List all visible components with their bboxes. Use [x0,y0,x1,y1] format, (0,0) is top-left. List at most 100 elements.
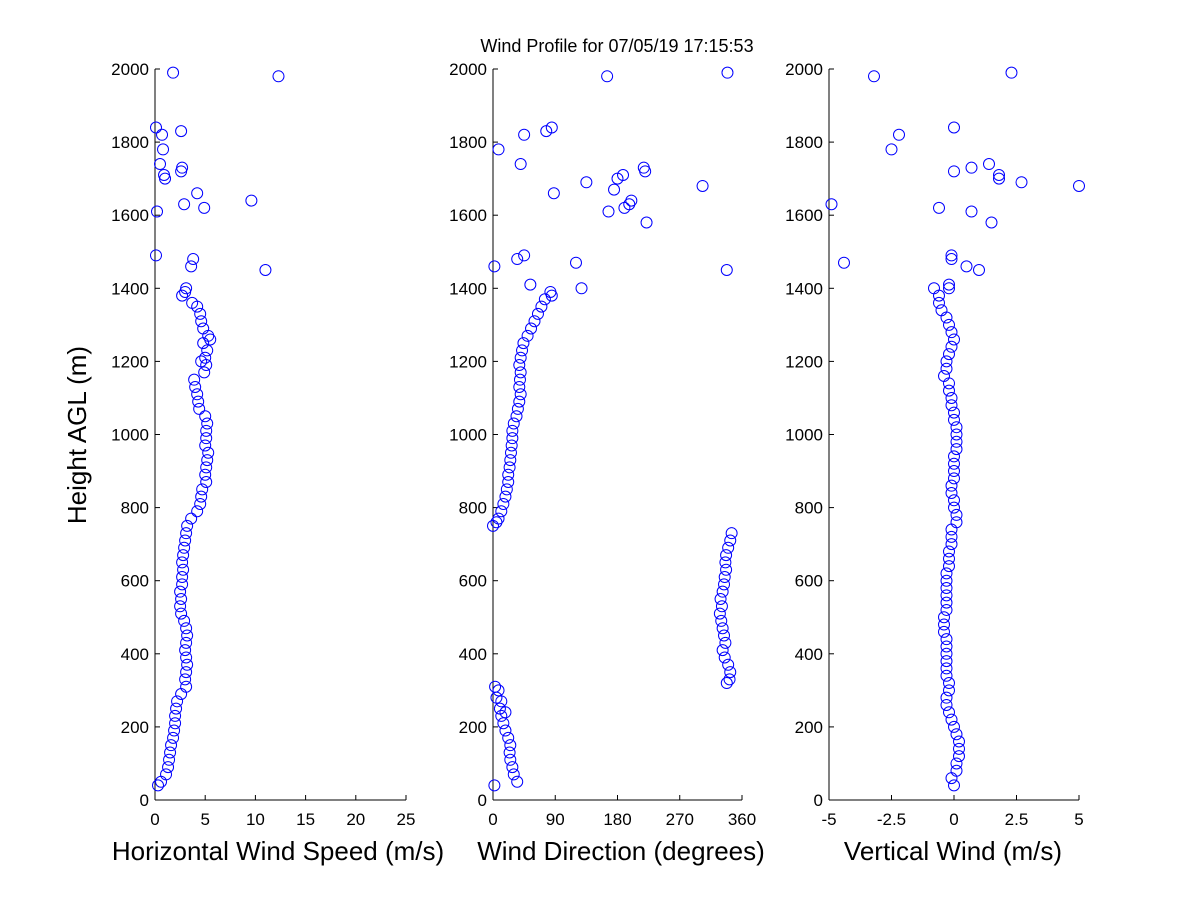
direction-data-point [575,282,588,295]
vertical-data-point [940,698,953,711]
speed-data-point [180,527,193,540]
vertical-data-point [938,611,950,624]
vertical-wind-panel: Vertical Wind (m/s) 0 200 400 600 800 1000 120… [785,60,1085,866]
vertical-data-point [838,256,850,269]
vertical-ytick-label: 1600 [785,206,823,225]
height-agl-ylabel: Height AGL (m) [62,346,92,524]
speed-ytick-label: 1800 [111,133,149,152]
speed-data-point [151,205,164,218]
speed-data-point [189,380,202,393]
speed-data-point [176,161,189,174]
speed-data-point [180,680,193,693]
direction-data-point [514,388,527,401]
direction-data-point [625,194,638,207]
speed-data-point [176,571,189,584]
speed-data-point [174,600,187,613]
speed-xtick-label: 25 [397,810,416,829]
vertical-data-point [943,677,955,690]
direction-data-point [518,249,531,262]
speed-data-point [181,629,194,642]
speed-data-point [181,519,194,532]
speed-data-point [200,432,213,445]
direction-data-point [722,658,735,671]
vertical-ytick-label: 1200 [785,352,823,371]
direction-data-point [716,622,729,635]
vertical-data-point [948,494,960,507]
speed-ytick-label: 400 [121,645,149,664]
direction-data-point [514,158,527,171]
vertical-wind-xlabel: Vertical Wind (m/s) [844,836,1062,866]
direction-data-point [497,497,510,510]
speed-data-point [178,541,191,554]
vertical-data-point [943,318,955,331]
horizontal-wind-speed-xlabel: Horizontal Wind Speed (m/s) [112,836,444,866]
direction-data-point [521,329,534,342]
speed-data-point [193,402,206,415]
vertical-data-point [953,735,965,748]
speed-data-point [195,355,208,368]
direction-data-point [502,476,515,489]
speed-data-point [180,636,193,649]
direction-data-point [724,666,737,679]
direction-data-point [696,179,709,192]
vertical-ytick-label: 600 [795,572,823,591]
vertical-data-point [945,713,958,726]
direction-ytick-label: 600 [459,572,487,591]
direction-data-point [718,578,731,591]
vertical-data-point [868,70,880,83]
direction-data-point [506,432,519,445]
speed-data-point [154,158,167,171]
direction-data-point [504,739,517,752]
direction-xtick-label: 270 [666,810,694,829]
direction-data-point [513,395,526,408]
vertical-data-point [933,201,945,214]
direction-data-point [525,322,538,335]
speed-data-point [167,66,180,79]
direction-ytick-label: 0 [478,791,487,810]
direction-data-point [495,505,508,518]
direction-data-point [602,205,615,218]
speed-data-point [191,187,204,200]
speed-xtick-label: 15 [296,810,315,829]
vertical-data-point [945,538,958,551]
speed-data-point [185,512,198,525]
vertical-data-point [940,691,953,704]
vertical-data-point [973,264,985,277]
direction-data-point [495,709,508,722]
vertical-data-point [893,128,905,141]
direction-data-point [488,779,501,792]
speed-data-point [188,373,201,386]
figure-title: Wind Profile for 07/05/19 17:15:53 [480,36,753,56]
vertical-data-point [1005,66,1018,79]
vertical-data-point [950,764,963,777]
direction-data-point [492,143,505,156]
vertical-data-point [950,757,963,770]
vertical-data-point [943,560,955,573]
speed-data-point [180,666,193,679]
vertical-data-point [943,552,955,565]
vertical-data-point [940,589,953,602]
speed-data-point [198,201,211,214]
direction-data-point [505,439,518,452]
vertical-data-point [983,158,995,171]
speed-ytick-label: 200 [121,718,149,737]
direction-data-point [718,629,731,642]
speed-data-point [200,424,213,437]
speed-data-point [194,307,207,320]
speed-data-point [272,70,285,83]
speed-xtick-label: 20 [346,810,365,829]
speed-data-point [152,779,165,792]
direction-data-point [499,490,512,503]
speed-data-point [201,454,214,467]
speed-data-point [199,439,212,452]
vertical-data-point [950,435,963,448]
direction-data-point [719,636,732,649]
vertical-data-point [945,249,958,262]
speed-xtick-label: 0 [150,810,159,829]
direction-data-point [502,731,515,744]
speed-data-point [177,549,190,562]
speed-data-point [195,490,208,503]
vertical-data-point [950,443,963,456]
speed-data-point [194,497,207,510]
